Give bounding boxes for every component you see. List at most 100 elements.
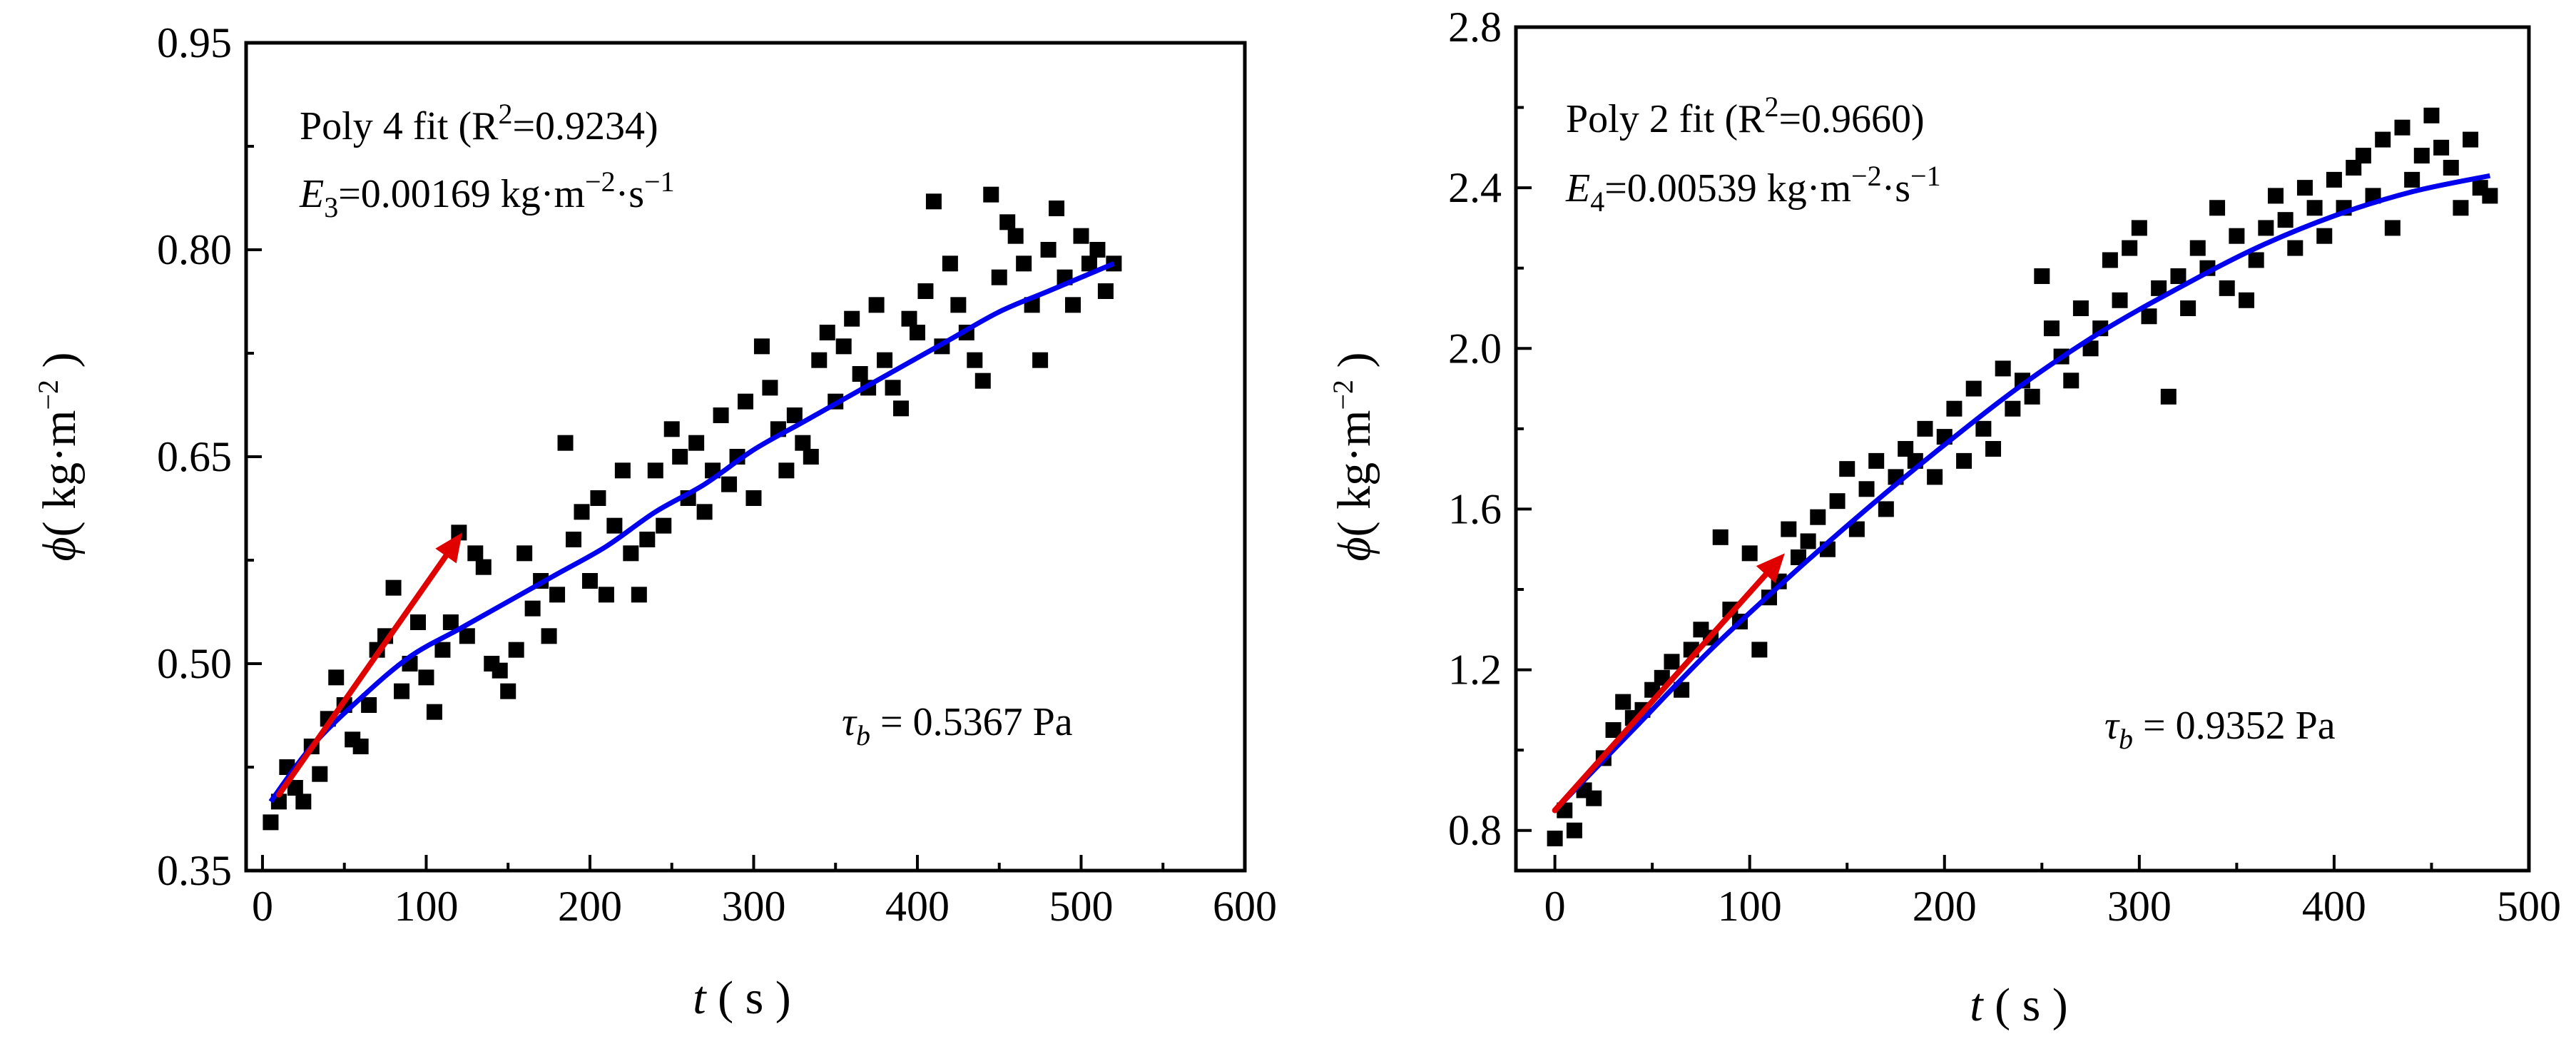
data-point xyxy=(2229,228,2245,244)
data-point xyxy=(2433,139,2450,156)
data-point xyxy=(352,739,369,754)
data-point xyxy=(1654,669,1670,686)
data-point xyxy=(811,352,828,368)
data-point xyxy=(663,421,680,437)
data-point xyxy=(909,325,925,340)
data-point xyxy=(1829,493,1846,510)
x-tick-label: 200 xyxy=(558,883,622,930)
data-point xyxy=(328,669,345,686)
data-point xyxy=(1868,452,1885,469)
data-point xyxy=(566,532,582,547)
data-point xyxy=(312,766,328,782)
data-point xyxy=(696,504,713,520)
right-rate-label: E4=0.00539 kg·m−2·s−1 xyxy=(1565,160,1941,218)
data-point xyxy=(656,517,672,534)
data-point xyxy=(753,338,770,355)
right-tau-label: τb = 0.9352 Pa xyxy=(2104,704,2336,755)
data-point xyxy=(2258,220,2274,236)
y-tick-label: 2.0 xyxy=(1448,325,1502,372)
x-tick-label: 600 xyxy=(1213,883,1277,930)
data-point xyxy=(1741,545,1758,562)
data-point xyxy=(967,352,983,368)
data-point xyxy=(614,462,631,479)
data-point xyxy=(361,697,377,713)
data-point xyxy=(1751,642,1768,658)
data-point xyxy=(991,269,1007,285)
data-point xyxy=(713,407,729,423)
data-point xyxy=(647,462,663,479)
data-point xyxy=(2384,220,2401,236)
data-point xyxy=(1790,549,1806,565)
right-red-arrow xyxy=(1552,553,1785,814)
x-tick-label: 400 xyxy=(2302,883,2366,930)
data-point xyxy=(877,352,893,368)
plot-frame-right xyxy=(1514,25,2531,873)
data-point xyxy=(2326,171,2342,188)
data-point xyxy=(287,780,303,796)
left-red-arrow xyxy=(275,532,462,798)
data-point xyxy=(2394,119,2410,136)
right-chart: 0 100 200 300 400 500 0.8 1.2 1.6 2.0 2.4 2.8 Poly … xyxy=(1327,4,2561,1031)
data-point xyxy=(2268,188,2284,204)
data-point xyxy=(598,587,614,603)
arrow-shaft xyxy=(1552,572,1769,814)
data-point xyxy=(467,545,484,562)
data-point xyxy=(1995,360,2011,377)
data-point xyxy=(1547,830,1563,846)
data-point xyxy=(1985,441,2002,457)
y-tick-label: 2.8 xyxy=(1448,4,1502,51)
data-point xyxy=(2316,228,2333,244)
y-tick-label: 0.35 xyxy=(157,847,232,894)
data-point xyxy=(852,366,868,382)
data-point xyxy=(1097,283,1114,299)
data-point xyxy=(2189,240,2206,256)
data-point xyxy=(2063,373,2079,389)
data-point xyxy=(1975,420,1992,437)
data-point xyxy=(557,435,574,451)
data-point xyxy=(1081,255,1097,272)
data-point xyxy=(2209,200,2226,216)
right-data-points xyxy=(1547,107,2498,846)
data-point xyxy=(672,449,688,465)
data-point xyxy=(1040,242,1057,258)
data-point xyxy=(639,532,656,547)
data-point xyxy=(590,490,606,506)
data-point xyxy=(574,504,590,520)
left-axis-ticks xyxy=(246,41,1246,872)
data-point xyxy=(762,380,778,396)
data-point xyxy=(549,587,566,603)
data-point xyxy=(295,794,312,810)
data-point xyxy=(606,517,623,534)
data-point xyxy=(950,297,967,313)
data-point xyxy=(581,573,598,589)
x-tick-label: 100 xyxy=(394,883,458,930)
data-point xyxy=(2034,268,2050,284)
y-tick-label: 2.4 xyxy=(1448,164,1502,211)
data-point xyxy=(2072,300,2089,316)
data-point xyxy=(2005,400,2021,417)
data-point xyxy=(983,186,999,203)
data-point xyxy=(2404,171,2420,188)
data-point xyxy=(885,380,901,396)
data-point xyxy=(2375,131,2391,148)
data-point xyxy=(418,669,434,686)
data-point xyxy=(475,559,492,575)
data-point xyxy=(2122,240,2138,256)
y-tick-label: 0.65 xyxy=(157,433,232,480)
x-tick-label: 300 xyxy=(2107,883,2172,930)
data-point xyxy=(2296,180,2313,196)
y-tick-label: 1.2 xyxy=(1448,647,1502,694)
left-x-axis-title: t ( s ) xyxy=(693,972,791,1024)
right-axis-ticks xyxy=(1516,26,2530,871)
data-point xyxy=(1878,501,1894,517)
data-point xyxy=(1898,441,1914,457)
data-point xyxy=(786,407,803,423)
right-tick-labels: 0 100 200 300 400 500 0.8 1.2 1.6 2.0 2.4 2.8 xyxy=(1448,4,2561,930)
data-point xyxy=(2102,252,2118,268)
data-point xyxy=(2443,160,2459,176)
data-point xyxy=(1781,521,1797,537)
y-tick-label: 1.6 xyxy=(1448,485,1502,532)
data-point xyxy=(1946,400,1962,417)
right-y-axis-title: ϕ( kg·m−2 ) xyxy=(1327,352,1380,561)
data-point xyxy=(1065,297,1081,313)
